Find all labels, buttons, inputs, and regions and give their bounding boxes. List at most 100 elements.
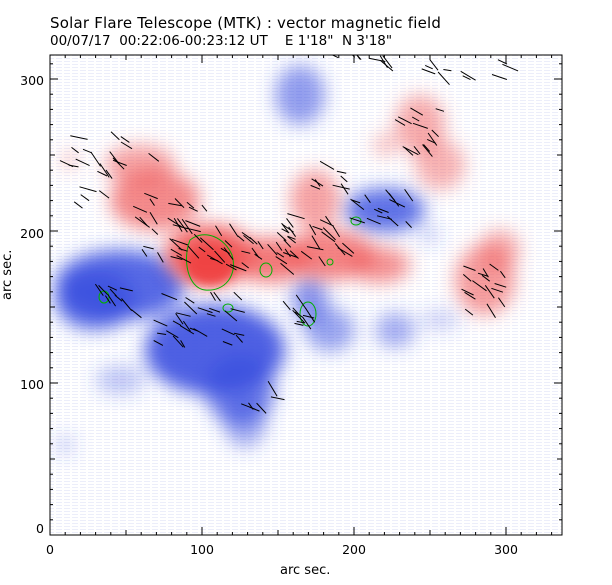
field-vector	[149, 212, 158, 225]
y-tick-label: 0	[36, 521, 44, 536]
field-vector	[120, 136, 130, 143]
field-vector	[206, 254, 223, 265]
field-vector	[491, 74, 508, 80]
field-vector	[241, 250, 251, 254]
field-vector	[321, 231, 336, 243]
field-vector	[497, 59, 508, 65]
field-vector	[300, 250, 313, 260]
field-vector	[295, 294, 307, 309]
field-vector	[186, 227, 201, 233]
field-vector	[97, 170, 108, 177]
field-vector	[230, 264, 247, 272]
field-vector	[171, 238, 189, 246]
field-vector	[373, 208, 383, 214]
x-tick-label: 0	[46, 542, 54, 557]
field-vector	[294, 322, 304, 326]
field-vector	[235, 334, 243, 343]
field-vector	[349, 217, 365, 224]
field-vector	[149, 198, 155, 206]
field-vector	[302, 314, 315, 319]
field-vector	[141, 249, 148, 257]
field-vector	[98, 285, 108, 296]
field-vector	[179, 325, 195, 335]
y-tick-label: 300	[20, 73, 44, 88]
field-vector	[120, 141, 133, 150]
field-vector	[322, 227, 336, 241]
field-vector	[387, 215, 399, 227]
field-vector	[482, 268, 489, 278]
field-vector	[340, 175, 348, 183]
field-vector	[402, 146, 419, 156]
field-vector	[283, 252, 298, 258]
field-vector	[188, 206, 198, 212]
field-vector	[380, 60, 394, 72]
field-vector	[276, 252, 285, 258]
field-vector	[413, 145, 421, 155]
field-vector	[168, 202, 182, 207]
field-vector	[121, 298, 133, 312]
field-vector	[223, 247, 234, 260]
field-vector	[286, 218, 294, 228]
field-vector	[172, 224, 188, 230]
field-vector	[167, 217, 183, 228]
field-vector	[181, 218, 193, 235]
field-vector	[184, 301, 198, 315]
field-vector	[99, 163, 110, 178]
axis-ticks	[49, 55, 562, 536]
field-vector	[325, 215, 333, 226]
field-vector	[404, 189, 414, 202]
field-vector	[385, 189, 396, 201]
field-vector	[170, 256, 183, 260]
field-vector	[237, 235, 245, 242]
field-vector	[132, 205, 148, 213]
field-vector	[241, 231, 252, 240]
field-vector	[309, 223, 317, 236]
field-vector	[75, 158, 90, 167]
field-vector	[175, 313, 184, 325]
field-vector	[185, 220, 201, 227]
field-vector	[243, 235, 254, 245]
field-vector	[422, 144, 433, 157]
field-vector	[412, 122, 428, 129]
field-vector	[144, 192, 158, 200]
field-vector	[288, 226, 297, 237]
field-vector	[305, 307, 316, 323]
field-vector	[287, 235, 296, 240]
field-vector	[241, 262, 250, 269]
field-vector	[318, 256, 326, 267]
y-tick-label: 100	[20, 377, 44, 392]
field-vector	[296, 320, 305, 324]
field-vector	[411, 116, 420, 122]
field-vector	[182, 320, 191, 332]
field-vector	[461, 288, 474, 296]
field-vector	[332, 184, 350, 190]
field-vector	[364, 194, 371, 203]
field-vector	[477, 272, 489, 277]
field-vector	[310, 184, 321, 190]
field-vector	[224, 310, 238, 322]
field-vector	[229, 223, 239, 237]
x-tick-label: 200	[342, 542, 366, 557]
field-vector	[497, 297, 506, 308]
field-vector	[224, 240, 233, 248]
field-vector	[134, 216, 150, 228]
field-vector	[105, 169, 113, 179]
field-vector	[423, 144, 431, 152]
field-vector	[431, 129, 439, 138]
field-vector	[230, 308, 245, 313]
field-vector	[421, 68, 436, 75]
field-vector	[283, 239, 292, 248]
field-vector	[256, 402, 267, 414]
field-vector	[499, 270, 506, 279]
field-vector	[180, 340, 186, 348]
field-vector	[437, 71, 450, 86]
field-vector-arrows	[59, 55, 519, 414]
field-vector	[206, 313, 216, 317]
field-vector	[172, 335, 184, 348]
field-vector	[314, 179, 321, 187]
field-vector	[90, 151, 102, 167]
field-vector	[368, 57, 386, 62]
field-vector	[289, 250, 299, 259]
field-vector	[79, 186, 97, 193]
field-vector	[233, 332, 245, 336]
